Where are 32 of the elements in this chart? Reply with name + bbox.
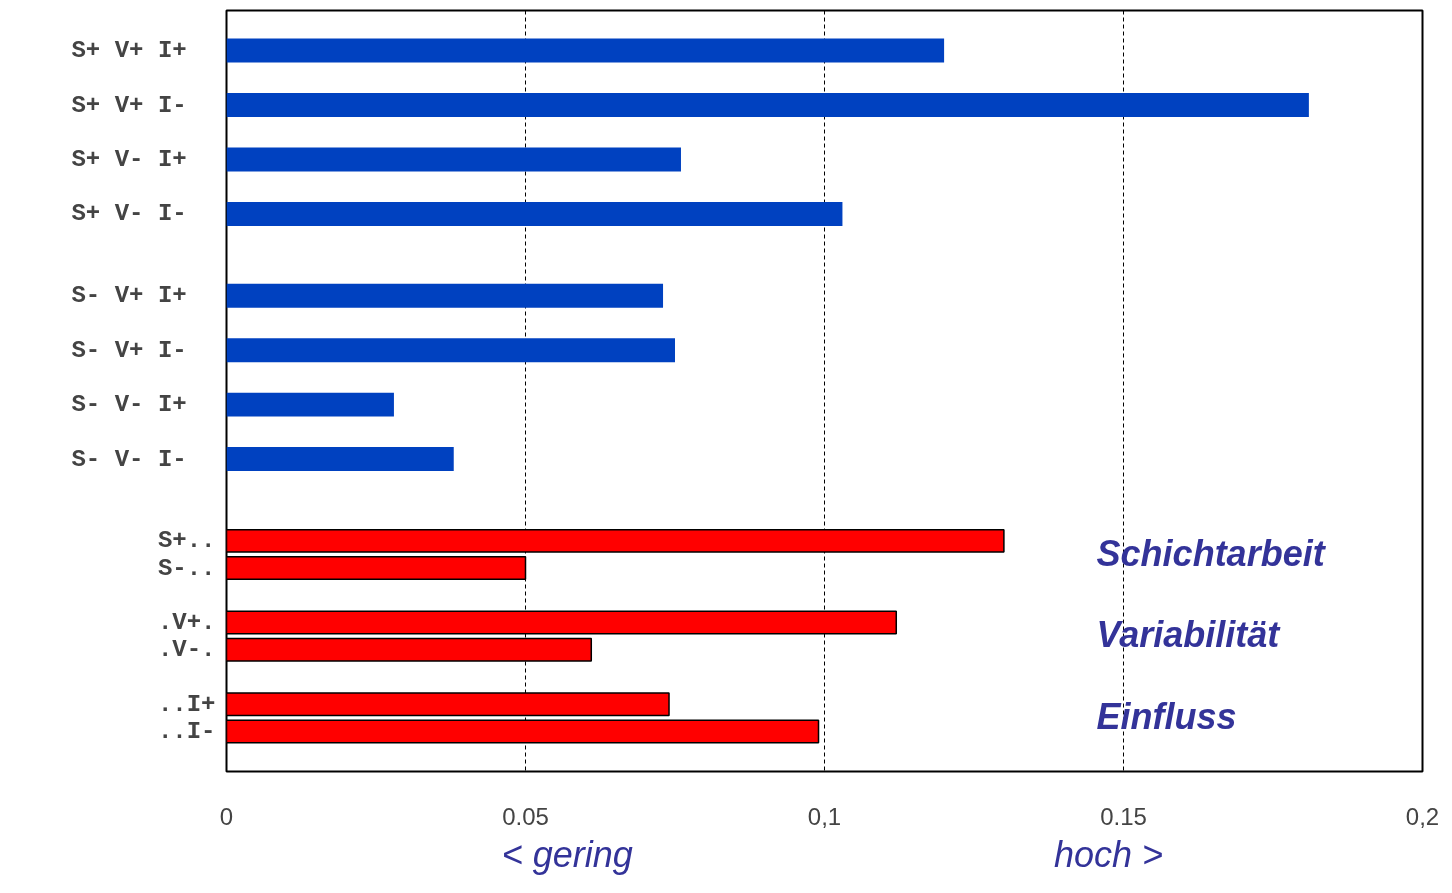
annotation: Schichtarbeit (1096, 532, 1327, 574)
x-tick-label: 0.05 (502, 802, 549, 830)
bar (226, 338, 675, 363)
bar (226, 201, 843, 226)
bar (226, 93, 1309, 117)
y-tick-label: S+ V+ I- (71, 91, 187, 119)
y-tick-label: S+ V- I+ (71, 145, 187, 173)
y-tick-label: S- V+ I+ (71, 282, 187, 310)
y-tick-label: S- V- I+ (71, 391, 187, 419)
text: hoch > (1054, 833, 1164, 875)
x-tick-label: 0,1 (807, 802, 842, 830)
y-tick-label: .V+. (157, 609, 216, 637)
bar (226, 392, 394, 417)
x-tick-label: 0 (219, 802, 234, 830)
y-tick-label: S+ V+ I+ (71, 37, 187, 65)
bar (226, 147, 681, 172)
y-tick-label: S-.. (157, 554, 216, 582)
annotation: Einfluss (1096, 695, 1237, 737)
x-tick-label: 0.15 (1100, 802, 1147, 830)
y-tick-label: ..I+ (157, 690, 216, 718)
bar (226, 283, 664, 308)
y-tick-label: S+ V- I- (71, 200, 187, 228)
bar (226, 38, 945, 63)
y-tick-label: S- V- I- (71, 445, 187, 473)
y-tick-label: S- V+ I- (71, 336, 187, 364)
y-tick-label: .V-. (157, 636, 216, 664)
text: < gering (501, 833, 633, 875)
x-tick-label: 0,2 (1405, 802, 1440, 830)
y-tick-label: ..I- (157, 717, 216, 745)
y-tick-label: S+.. (157, 527, 216, 555)
annotation: Variabilität (1096, 614, 1282, 656)
bar (226, 447, 454, 472)
